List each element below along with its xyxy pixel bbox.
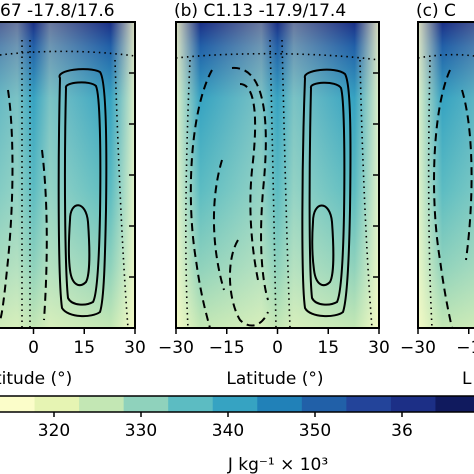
panel-b-contour-negative-2 xyxy=(231,66,269,301)
panel-c-title: (c) C xyxy=(416,1,456,21)
panel-a-contour-positive-core xyxy=(67,204,91,287)
colorbar-segment xyxy=(390,396,436,412)
colorbar-tick-label: 330 xyxy=(125,421,157,441)
colorbar-segment xyxy=(257,396,303,412)
panel-b-contour-negative-3 xyxy=(239,83,259,281)
panel-a-xlabel: titude (°) xyxy=(0,369,72,389)
panel-a-contour-negative-2 xyxy=(41,149,48,321)
colorbar-frame xyxy=(0,395,474,413)
panel-b-xtick-label: 30 xyxy=(368,338,390,358)
panel-b-xtick-label: 15 xyxy=(317,338,339,358)
panel-b-contour-zero-top xyxy=(176,52,379,61)
colorbar-segment xyxy=(79,396,125,412)
colorbar-tick-label: 36 xyxy=(391,421,413,441)
panel-c-contour-zero-1 xyxy=(427,59,433,328)
colorbar-segment xyxy=(212,396,258,412)
colorbar-segment xyxy=(301,396,347,412)
panel-b-contour-negative-5 xyxy=(213,159,225,291)
panel-b-xtick-label: −30 xyxy=(158,338,194,358)
panel-b: −30 −15 0 15 30 (b) C1.13 -17.9/17.4 Latitud… xyxy=(158,1,390,389)
panel-a-contour-positive-mid xyxy=(63,81,102,306)
panel-a-contour-zero-3 xyxy=(114,59,129,328)
panel-b-xaxis: −30 −15 0 15 30 xyxy=(158,72,390,358)
colorbar-label: J kg⁻¹ × 10³ xyxy=(227,455,328,474)
panel-a-xtick-label: 0 xyxy=(28,338,39,358)
panel-c-xtick-label: −1 xyxy=(456,338,474,358)
panel-a-contour-negative xyxy=(0,89,14,321)
panel-a-xtick-label: 30 xyxy=(124,338,146,358)
panel-a-xtick-label: 15 xyxy=(73,338,95,358)
panel-b-xtick-label: 0 xyxy=(272,338,283,358)
panel-b-xtick-label: −15 xyxy=(209,338,245,358)
panel-c-xtick-label: −30 xyxy=(400,338,436,358)
panel-b-contour-positive-outer xyxy=(301,68,352,318)
panel-b-field-overlay xyxy=(176,22,379,328)
panel-b-contour-zero-3 xyxy=(185,59,191,328)
panel-b-contour-zero-4 xyxy=(359,59,373,328)
colorbar-segment xyxy=(346,396,392,412)
panel-b-contour-negative-4 xyxy=(229,239,269,327)
panel-c-frame xyxy=(417,21,474,329)
panel-c-xlabel: L xyxy=(462,369,472,389)
colorbar-tick-label: 350 xyxy=(299,421,331,441)
panel-b-title: (b) C1.13 -17.9/17.4 xyxy=(174,1,346,21)
panel-c-contour-negative-1 xyxy=(433,69,453,328)
panel-b-contour-negative-1 xyxy=(189,69,213,328)
colorbar-segment xyxy=(168,396,214,412)
panel-b-contour-positive-core xyxy=(311,204,335,287)
colorbar-segment xyxy=(0,396,36,412)
colorbar-segment xyxy=(123,396,169,412)
panel-a-contour-positive-outer xyxy=(57,68,108,318)
colorbar-tick-label: 340 xyxy=(212,421,244,441)
panel-c-xaxis: −30 −1 xyxy=(400,328,474,358)
panel-a-xaxis: 0 15 30 xyxy=(28,72,146,358)
panel-c-contour-negative-2 xyxy=(461,89,473,261)
panel-a-title: 67 -17.8/17.6 xyxy=(0,1,115,21)
colorbar-segment xyxy=(435,396,474,412)
panel-b-xlabel: Latitude (°) xyxy=(226,369,323,389)
panel-b-contour-positive-mid xyxy=(308,81,346,306)
colorbar-segment xyxy=(34,396,80,412)
panel-c-field-overlay xyxy=(418,22,474,328)
colorbar: 320 330 340 350 36 xyxy=(0,395,474,441)
colorbar-tick-label: 320 xyxy=(38,421,70,441)
panel-a: 0 15 30 67 -17.8/17.6 titude (°) xyxy=(0,1,146,389)
panel-c: −30 −1 (c) C L xyxy=(400,1,474,389)
